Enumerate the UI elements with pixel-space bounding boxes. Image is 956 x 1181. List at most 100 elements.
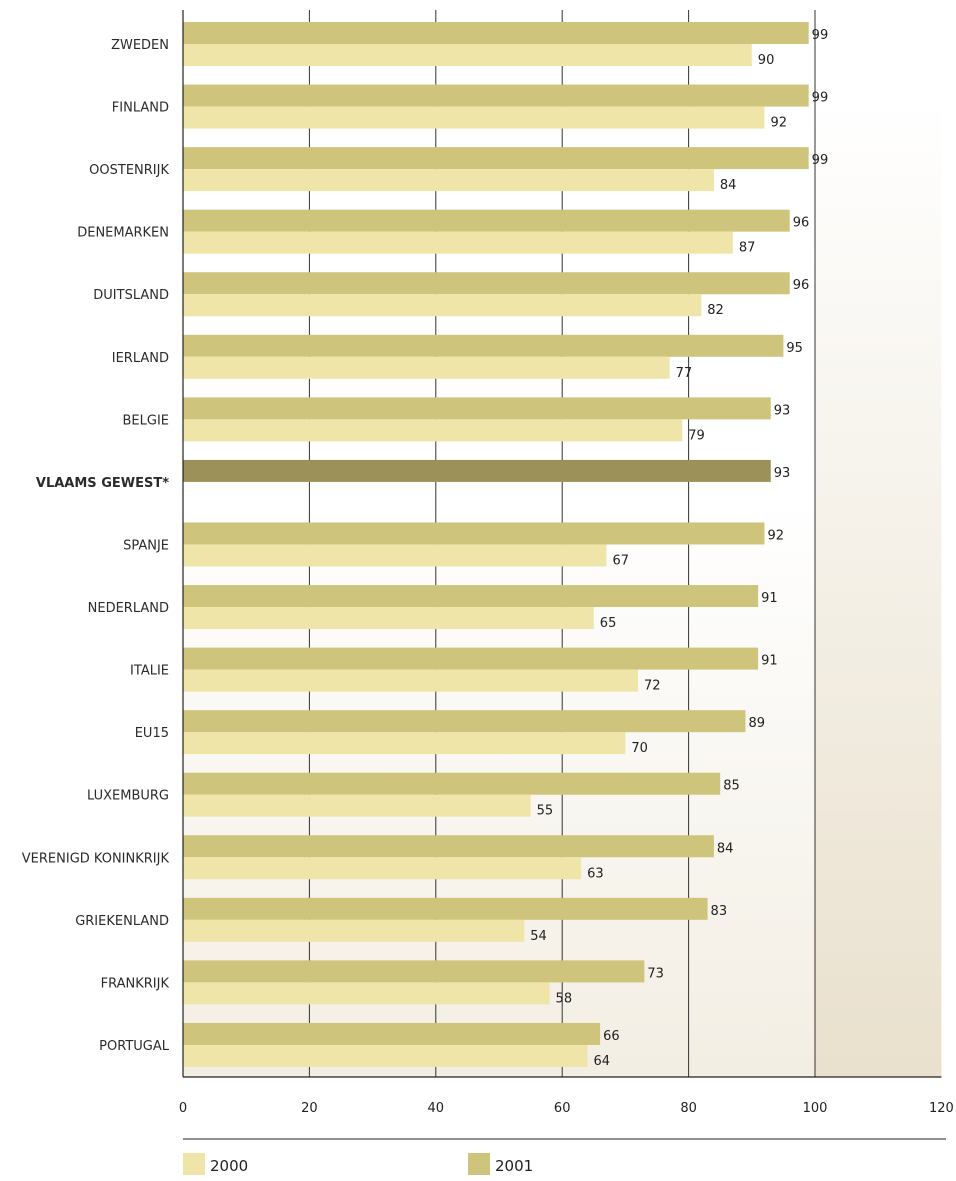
category-label-3: DENEMARKEN <box>77 226 169 241</box>
bar-2001-3 <box>183 209 790 232</box>
bar-2001-7 <box>183 459 771 482</box>
category-label-9: NEDERLAND <box>88 601 169 616</box>
value-label-2001-3: 96 <box>793 216 810 231</box>
value-label-2000-5: 77 <box>676 366 693 381</box>
plot-background-panel <box>815 100 942 1077</box>
bar-2000-10 <box>183 669 639 692</box>
x-tick-label-100: 100 <box>803 1101 828 1116</box>
category-label-14: GRIEKENLAND <box>75 914 169 929</box>
value-label-2000-12: 55 <box>537 804 554 819</box>
bar-2001-8 <box>183 522 765 545</box>
category-label-0: ZWEDEN <box>111 38 169 53</box>
bar-2000-1 <box>183 106 765 129</box>
value-label-2001-15: 73 <box>647 966 664 981</box>
value-label-2001-4: 96 <box>793 278 810 293</box>
bar-2001-14 <box>183 897 708 920</box>
bar-2000-6 <box>183 419 683 442</box>
bar-2000-4 <box>183 294 702 317</box>
labels: 99 90 ZWEDEN 99 92 FINLAND 99 84 OOSTENRIJK 96 87 D… <box>22 28 828 1069</box>
x-tick-label-20: 20 <box>301 1101 318 1116</box>
category-label-7: VLAAMS GEWEST* <box>36 476 169 491</box>
legend-label-2001: 2001 <box>495 1157 533 1175</box>
category-label-5: IERLAND <box>112 351 169 366</box>
value-label-2000-16: 64 <box>593 1054 610 1069</box>
x-axis: 0 20 40 60 80 100 120 <box>179 10 954 1116</box>
value-label-2000-8: 67 <box>612 553 629 568</box>
category-label-13: VERENIGD KONINKRIJK <box>22 851 170 866</box>
bar-2000-11 <box>183 732 626 755</box>
value-label-2000-6: 79 <box>688 428 705 443</box>
category-label-1: FINLAND <box>112 101 169 116</box>
bar-2000-13 <box>183 857 582 880</box>
category-label-6: BELGIE <box>123 413 170 428</box>
value-label-2001-1: 99 <box>812 91 829 106</box>
bar-2000-8 <box>183 544 607 567</box>
bar-2001-10 <box>183 647 759 670</box>
bar-2001-15 <box>183 960 645 983</box>
bar-2000-0 <box>183 44 752 66</box>
bar-2001-11 <box>183 710 746 733</box>
x-tick-label-0: 0 <box>179 1101 187 1116</box>
category-label-12: LUXEMBURG <box>87 789 169 804</box>
value-label-2001-9: 91 <box>761 591 778 606</box>
bar-2001-0 <box>183 22 809 44</box>
bar-2000-16 <box>183 1044 588 1067</box>
bars <box>183 22 809 1067</box>
value-label-2001-0: 99 <box>812 28 829 43</box>
legend-swatch-2001 <box>468 1153 490 1175</box>
bar-2000-5 <box>183 356 670 379</box>
bar-2001-16 <box>183 1022 601 1045</box>
value-label-2000-14: 54 <box>530 929 547 944</box>
bar-2001-2 <box>183 147 809 170</box>
bar-2001-4 <box>183 272 790 295</box>
value-label-2001-6: 93 <box>774 403 791 418</box>
bar-2000-12 <box>183 794 531 817</box>
category-label-16: PORTUGAL <box>99 1039 170 1054</box>
value-label-2000-4: 82 <box>707 303 724 318</box>
category-label-4: DUITSLAND <box>93 288 169 303</box>
value-label-2000-11: 70 <box>631 741 648 756</box>
bar-2001-6 <box>183 397 771 420</box>
value-label-2000-9: 65 <box>600 616 617 631</box>
value-label-2000-2: 84 <box>720 178 737 193</box>
value-label-2001-12: 85 <box>723 779 740 794</box>
value-label-2001-14: 83 <box>711 904 728 919</box>
bar-2001-9 <box>183 585 759 608</box>
bar-2000-15 <box>183 982 550 1005</box>
value-label-2001-2: 99 <box>812 153 829 168</box>
bar-2000-2 <box>183 169 714 192</box>
bar-2001-5 <box>183 334 784 357</box>
x-tick-label-80: 80 <box>680 1101 697 1116</box>
value-label-2001-8: 92 <box>767 528 784 543</box>
value-label-2001-10: 91 <box>761 654 778 669</box>
value-label-2001-13: 84 <box>717 841 734 856</box>
category-label-2: OOSTENRIJK <box>89 163 169 178</box>
value-label-2001-16: 66 <box>603 1029 620 1044</box>
bar-2001-1 <box>183 84 809 107</box>
category-label-8: SPANJE <box>123 538 169 553</box>
value-label-2000-0: 90 <box>758 53 775 68</box>
bar-2000-9 <box>183 607 594 630</box>
x-tick-label-60: 60 <box>554 1101 571 1116</box>
value-label-2000-1: 92 <box>770 116 787 131</box>
value-label-2000-15: 58 <box>556 991 573 1006</box>
category-label-10: ITALIE <box>130 664 169 679</box>
bar-2000-3 <box>183 231 733 254</box>
category-label-15: FRANKRIJK <box>101 976 170 991</box>
bar-2001-13 <box>183 835 714 858</box>
value-label-2000-3: 87 <box>739 241 756 256</box>
x-tick-label-40: 40 <box>428 1101 445 1116</box>
legend-label-2000: 2000 <box>210 1157 248 1175</box>
value-label-2001-5: 95 <box>786 341 803 356</box>
bar-2001-12 <box>183 772 721 795</box>
value-label-2000-10: 72 <box>644 679 661 694</box>
category-label-11: EU15 <box>135 726 169 741</box>
value-label-2001-7: 93 <box>774 466 791 481</box>
bar-2000-14 <box>183 919 525 942</box>
legend-swatch-2000 <box>183 1153 205 1175</box>
value-label-2000-13: 63 <box>587 866 604 881</box>
legend: 2000 2001 <box>183 1138 946 1175</box>
x-tick-label-120: 120 <box>929 1101 954 1116</box>
value-label-2001-11: 89 <box>748 716 765 731</box>
